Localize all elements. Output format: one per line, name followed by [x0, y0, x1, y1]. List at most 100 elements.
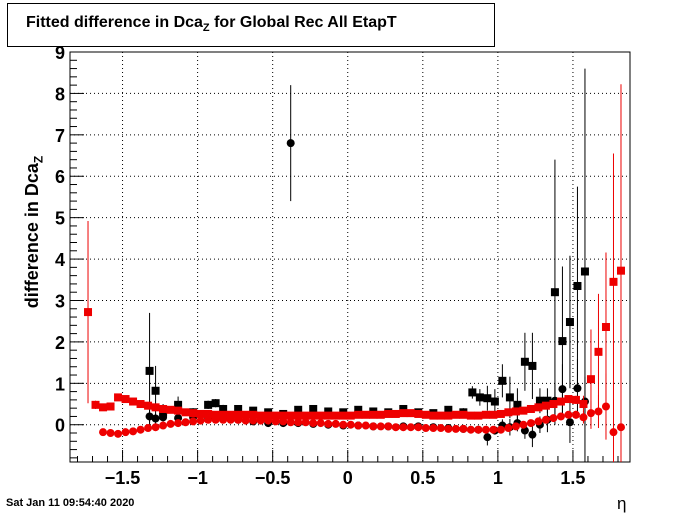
data-point-circle [565, 418, 574, 427]
data-point-square [249, 410, 258, 419]
data-point-square [466, 411, 475, 420]
data-point-square [483, 394, 492, 403]
data-point-square [571, 395, 580, 404]
x-tick-label: 0.5 [410, 468, 435, 488]
data-point-square [219, 404, 228, 413]
data-point-square [468, 388, 477, 397]
data-point-circle [579, 413, 588, 422]
y-tick-label: 0 [55, 416, 65, 436]
data-point-square [294, 411, 303, 420]
data-point-circle [286, 418, 295, 427]
x-axis-label: η [617, 494, 627, 513]
data-point-circle [496, 425, 505, 434]
y-tick-label: 3 [55, 291, 65, 311]
data-point-square [475, 393, 484, 402]
data-point-square [399, 409, 408, 418]
data-point-square [106, 402, 115, 411]
data-point-circle [144, 424, 153, 433]
data-point-circle [301, 418, 310, 427]
data-point-circle [174, 419, 183, 428]
data-point-square [309, 404, 318, 413]
data-point-circle [528, 430, 537, 439]
data-point-square [526, 404, 535, 413]
data-point-circle [151, 414, 160, 423]
data-point-square [384, 409, 393, 418]
data-point-square [264, 411, 273, 420]
data-point-square [436, 411, 445, 420]
data-point-circle [474, 425, 483, 434]
data-point-square [151, 403, 160, 412]
y-tick-label: 9 [55, 43, 65, 63]
data-point-circle [249, 416, 258, 425]
data-point-circle [181, 418, 190, 427]
data-point-square [144, 401, 153, 410]
data-point-square [444, 405, 453, 414]
data-point-circle [429, 424, 438, 433]
x-tick-label: 1 [493, 468, 503, 488]
data-point-circle [459, 424, 468, 433]
data-point-square [301, 411, 310, 420]
y-tick-label: 4 [55, 250, 65, 270]
data-point-square [316, 411, 325, 420]
title-main: Fitted difference in Dca [26, 14, 203, 31]
data-point-circle [309, 419, 318, 428]
data-point-circle [361, 421, 370, 430]
data-point-square [219, 410, 228, 419]
data-point-circle [571, 410, 580, 419]
data-point-square [114, 393, 123, 402]
data-point-square [129, 397, 138, 406]
data-point-circle [316, 419, 325, 428]
data-point-square [474, 411, 483, 420]
x-tick-label: −0.5 [255, 468, 291, 488]
data-point-square [586, 375, 595, 384]
data-point-circle [616, 423, 625, 432]
data-point-square [481, 410, 490, 419]
data-point-square [174, 406, 183, 415]
data-point-circle [354, 421, 363, 430]
data-point-square [489, 410, 498, 419]
data-point-circle [121, 428, 130, 437]
data-point-square [286, 411, 295, 420]
data-point-square [121, 395, 130, 404]
data-point-square [309, 411, 318, 420]
data-point-square [226, 410, 235, 419]
data-point-square [609, 277, 618, 286]
data-point-circle [399, 423, 408, 432]
data-point-circle [294, 418, 303, 427]
data-point-square [145, 366, 154, 375]
data-point-square [99, 403, 108, 412]
data-point-circle [489, 425, 498, 434]
data-point-square [556, 397, 565, 406]
y-tick-label: 8 [55, 84, 65, 104]
data-point-circle [226, 415, 235, 424]
y-tick-label: 7 [55, 126, 65, 146]
data-point-circle [211, 415, 220, 424]
data-point-square [354, 405, 363, 414]
data-point-square [324, 411, 333, 420]
data-point-circle [534, 417, 543, 426]
data-point-circle [556, 412, 565, 421]
data-point-square [189, 409, 198, 418]
data-point-circle [369, 422, 378, 431]
data-point-circle [136, 425, 145, 434]
title-subscript: Z [202, 22, 210, 35]
data-point-circle [384, 422, 393, 431]
data-point-circle [106, 429, 115, 438]
data-point-square [166, 405, 175, 414]
data-point-square [204, 409, 213, 418]
data-point-square [339, 411, 348, 420]
data-point-circle [541, 415, 550, 424]
data-point-circle [264, 416, 273, 425]
data-point-square [369, 410, 378, 419]
data-point-circle [346, 420, 355, 429]
data-point-circle [466, 425, 475, 434]
data-point-circle [219, 415, 228, 424]
data-point-square [513, 400, 522, 409]
data-point-square [451, 410, 460, 419]
data-point-square [421, 410, 430, 419]
title-box: Fitted difference in DcaZ for Global Rec… [7, 3, 495, 47]
data-point-circle [601, 402, 610, 411]
data-point-circle [483, 433, 492, 442]
data-point-square [234, 410, 243, 419]
